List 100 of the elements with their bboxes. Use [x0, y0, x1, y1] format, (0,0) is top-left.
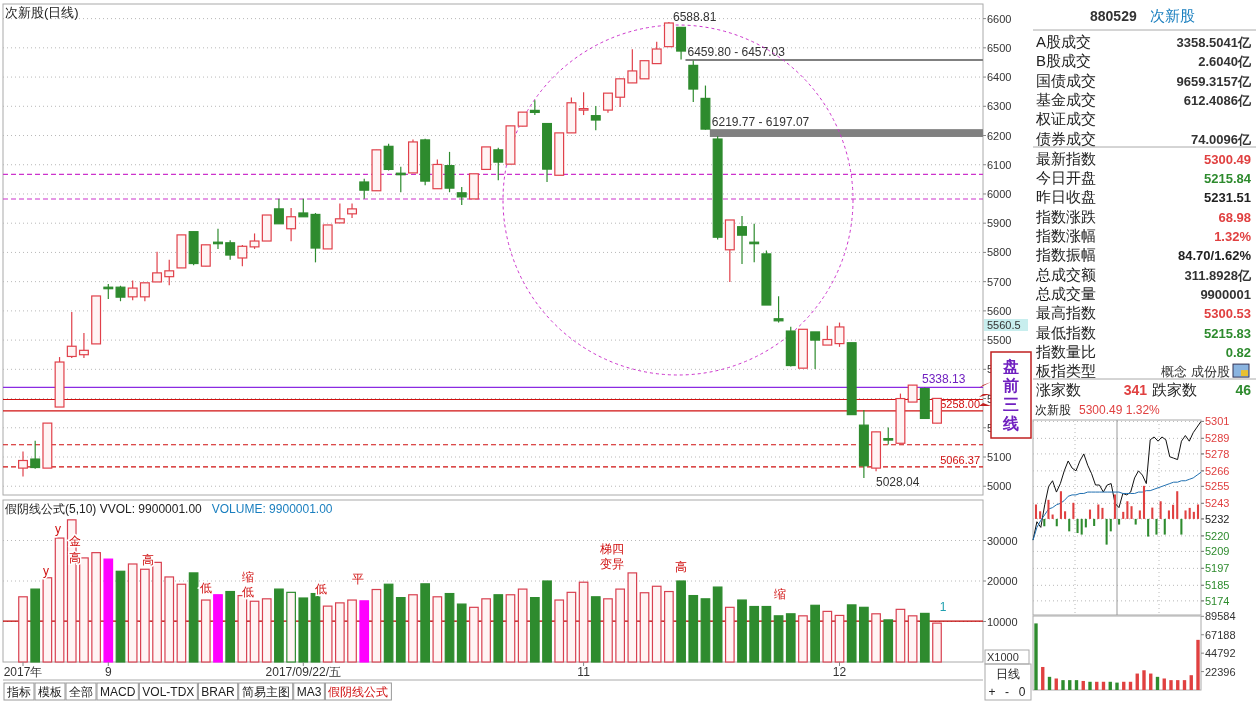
- bar: [517, 588, 528, 663]
- bar: [1130, 506, 1133, 519]
- bar: [1159, 501, 1162, 519]
- candlestick: [663, 21, 674, 48]
- text: 3358.5041亿: [1176, 35, 1252, 50]
- bar: [505, 594, 516, 663]
- bar: [1122, 511, 1125, 519]
- bar: [1155, 518, 1158, 535]
- y-tick-label: 5100: [987, 451, 1012, 464]
- candlestick: [127, 279, 138, 301]
- candlestick: [200, 244, 211, 267]
- bar: [749, 605, 760, 663]
- y-tick-label: 5197: [1205, 562, 1230, 575]
- candlestick: [639, 60, 650, 80]
- text: 次新股: [1150, 7, 1195, 24]
- text: VOL-TDX: [142, 685, 195, 699]
- bar: [127, 563, 138, 663]
- bar: [895, 608, 906, 663]
- bar: [1113, 494, 1116, 519]
- bar: [18, 596, 28, 663]
- y-tick-label: 5278: [1205, 447, 1230, 460]
- bar: [469, 606, 479, 663]
- text: 341: [1123, 382, 1148, 398]
- text: MA3: [296, 685, 322, 699]
- bar: [1151, 507, 1154, 519]
- text: 指数涨幅: [1035, 227, 1096, 244]
- y-tick-label: 5301: [1205, 415, 1230, 428]
- y-tick-label: 89584: [1205, 610, 1236, 623]
- bar: [1138, 510, 1141, 519]
- candlestick: [651, 41, 662, 65]
- candlestick: [383, 143, 394, 172]
- candlestick: [273, 198, 284, 225]
- y-tick-label: 5220: [1205, 529, 1230, 542]
- bar: [456, 603, 467, 663]
- candlestick: [676, 26, 687, 61]
- annotation: 5028.04: [876, 475, 920, 489]
- annotation: 低: [200, 581, 212, 595]
- candlestick: [334, 203, 345, 224]
- bar: [1142, 485, 1146, 519]
- bar: [639, 592, 650, 663]
- bar: [615, 588, 626, 663]
- text: 46: [1235, 382, 1252, 398]
- y-tick-label: 6300: [987, 100, 1012, 113]
- bar: [1097, 504, 1100, 519]
- bar: [566, 591, 577, 663]
- bar: [1176, 680, 1180, 690]
- bar: [603, 598, 613, 663]
- bar: [822, 610, 833, 663]
- bar: [651, 585, 662, 663]
- y-tick-label: 20000: [987, 575, 1018, 587]
- bar: [1076, 518, 1079, 534]
- bar: [1039, 511, 1042, 519]
- bar: [359, 600, 370, 663]
- text: 跌家数: [1152, 381, 1197, 398]
- bar: [1163, 518, 1166, 535]
- bar: [627, 572, 638, 663]
- chart-title: 次新股: [1035, 403, 1071, 417]
- text: 国债成交: [1036, 71, 1096, 89]
- candlestick: [602, 92, 613, 114]
- x-tick-label: 9: [104, 665, 112, 679]
- candlestick: [139, 282, 150, 302]
- bar: [1054, 678, 1058, 690]
- candlestick: [347, 203, 358, 219]
- candlestick: [590, 105, 601, 131]
- bar: [395, 597, 406, 663]
- bar: [859, 606, 869, 663]
- bar: [176, 583, 187, 663]
- text: 简易主图: [241, 685, 290, 699]
- bar: [1074, 680, 1079, 690]
- bar: [1147, 518, 1150, 537]
- bar: [334, 602, 345, 663]
- bar: [115, 570, 126, 663]
- text: 880529: [1090, 8, 1137, 24]
- bar: [1105, 518, 1108, 545]
- y-tick-label: 67188: [1205, 628, 1236, 641]
- bar: [420, 583, 431, 663]
- bar: [1055, 518, 1058, 527]
- bar: [1068, 680, 1072, 690]
- text: 5215.84: [1204, 171, 1252, 187]
- bar: [42, 577, 53, 663]
- bar: [225, 590, 236, 663]
- candlestick: [18, 450, 28, 478]
- bar: [761, 605, 772, 663]
- bar: [298, 597, 309, 663]
- y-tick-label: 10000: [987, 615, 1018, 628]
- bar: [834, 614, 845, 663]
- bar: [274, 588, 284, 663]
- candlestick: [66, 311, 77, 359]
- candlestick: [627, 48, 638, 84]
- bar: [164, 576, 175, 663]
- bar: [883, 619, 894, 663]
- bar: [578, 581, 589, 663]
- text: 权证成交: [1035, 110, 1096, 128]
- bar: [1118, 518, 1121, 525]
- line-series: [1032, 471, 1202, 541]
- bar: [140, 568, 150, 663]
- text: 总成交额: [1035, 265, 1096, 283]
- y-tick-label: 5185: [1205, 579, 1230, 592]
- y-tick-label: 22396: [1205, 665, 1236, 678]
- y-tick-label: 5255: [1205, 480, 1230, 493]
